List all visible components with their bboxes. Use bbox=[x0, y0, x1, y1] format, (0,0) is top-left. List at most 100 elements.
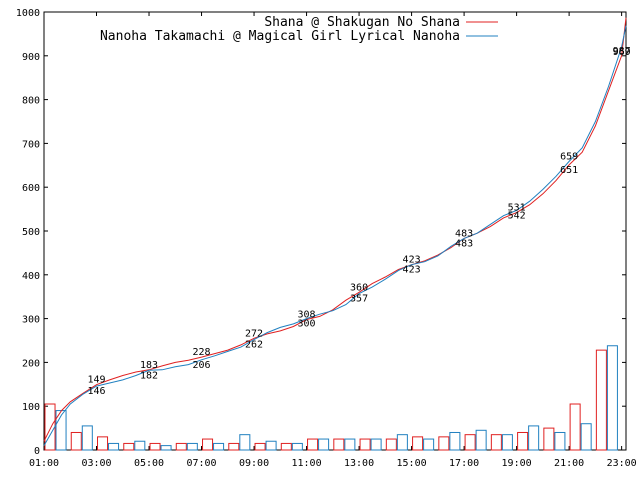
x-axis: 01:00 03:00 05:00 07:00 09:00 11:00 13:00 15:00… bbox=[29, 12, 637, 469]
bar bbox=[359, 438, 371, 451]
y-tick-label: 800 bbox=[22, 96, 40, 107]
data-label: 360 bbox=[350, 282, 368, 293]
bar bbox=[70, 431, 82, 451]
bar bbox=[123, 442, 135, 451]
bar bbox=[385, 438, 397, 451]
data-label: 149 bbox=[87, 375, 105, 386]
y-tick-label: 300 bbox=[22, 315, 40, 326]
data-label: 272 bbox=[245, 328, 263, 339]
bar bbox=[81, 425, 93, 451]
bar bbox=[175, 442, 187, 451]
data-label: 300 bbox=[298, 319, 316, 330]
bar bbox=[44, 403, 56, 451]
bar bbox=[108, 442, 120, 451]
x-tick-label: 19:00 bbox=[502, 458, 532, 469]
data-label: 987 bbox=[613, 46, 631, 57]
data-label: 531 bbox=[508, 203, 526, 214]
bar bbox=[134, 440, 146, 451]
y-axis: 0 100 200 300 400 500 600 700 800 900 1000 bbox=[16, 8, 626, 457]
bar bbox=[464, 434, 476, 451]
bar bbox=[554, 431, 566, 451]
x-tick-label: 05:00 bbox=[134, 458, 164, 469]
data-label: 423 bbox=[403, 255, 421, 266]
data-label: 483 bbox=[455, 238, 473, 249]
bar bbox=[228, 442, 240, 451]
bar bbox=[569, 403, 581, 451]
x-tick-label: 15:00 bbox=[397, 458, 427, 469]
bar bbox=[186, 442, 198, 451]
data-label: 483 bbox=[455, 228, 473, 239]
x-tick-label: 21:00 bbox=[554, 458, 584, 469]
bar bbox=[202, 438, 214, 451]
legend: Shana @ Shakugan No Shana Nanoha Takamac… bbox=[100, 15, 498, 44]
bar bbox=[265, 440, 277, 451]
bar bbox=[291, 442, 303, 451]
data-labels: 1491461831822282062722623083003603574234… bbox=[87, 46, 630, 397]
data-label: 651 bbox=[560, 165, 578, 176]
data-label: 969 bbox=[613, 47, 631, 58]
y-tick-label: 1000 bbox=[16, 8, 40, 19]
series-line-1 bbox=[43, 17, 627, 442]
data-label: 182 bbox=[140, 370, 158, 381]
bar bbox=[344, 438, 356, 451]
bar bbox=[438, 436, 450, 451]
bar bbox=[318, 438, 330, 451]
bar bbox=[606, 345, 618, 451]
bar bbox=[595, 349, 607, 451]
bar bbox=[412, 436, 424, 451]
bar bbox=[239, 434, 251, 451]
y-tick-label: 200 bbox=[22, 358, 40, 369]
bar bbox=[423, 438, 435, 451]
y-tick-label: 500 bbox=[22, 227, 40, 238]
x-tick-label: 03:00 bbox=[81, 458, 111, 469]
data-label: 146 bbox=[87, 386, 105, 397]
bar bbox=[517, 431, 529, 451]
bar bbox=[396, 434, 408, 451]
bar bbox=[580, 423, 592, 451]
bar bbox=[160, 445, 172, 451]
bar bbox=[528, 425, 540, 451]
bar bbox=[475, 429, 487, 451]
data-label: 183 bbox=[140, 360, 158, 371]
data-label: 542 bbox=[508, 210, 526, 221]
y-tick-label: 900 bbox=[22, 52, 40, 63]
bar bbox=[370, 438, 382, 451]
x-tick-label: 13:00 bbox=[344, 458, 374, 469]
x-tick-label: 23:00 bbox=[607, 458, 637, 469]
data-label: 228 bbox=[193, 347, 211, 358]
bar bbox=[213, 442, 225, 451]
x-tick-label: 11:00 bbox=[292, 458, 322, 469]
data-label: 357 bbox=[350, 294, 368, 305]
bar bbox=[254, 442, 266, 451]
x-tick-label: 17:00 bbox=[449, 458, 479, 469]
y-tick-label: 400 bbox=[22, 271, 40, 282]
x-tick-label: 01:00 bbox=[29, 458, 59, 469]
data-label: 659 bbox=[560, 151, 578, 162]
y-tick-label: 0 bbox=[34, 446, 40, 457]
y-tick-label: 600 bbox=[22, 183, 40, 194]
y-tick-label: 700 bbox=[22, 139, 40, 150]
series-line-2 bbox=[43, 25, 627, 446]
y-tick-label: 100 bbox=[22, 402, 40, 413]
x-tick-label: 09:00 bbox=[239, 458, 269, 469]
bar bbox=[501, 434, 513, 451]
bar bbox=[449, 431, 461, 451]
data-label: 423 bbox=[403, 265, 421, 276]
bar bbox=[149, 442, 161, 451]
plot-frame bbox=[43, 11, 627, 451]
bar bbox=[333, 438, 345, 451]
bar bbox=[97, 436, 109, 451]
data-label: 308 bbox=[298, 309, 316, 320]
bar bbox=[280, 442, 292, 451]
legend-label-series-1: Shana @ Shakugan No Shana bbox=[264, 15, 460, 30]
bar bbox=[543, 427, 555, 451]
bar bbox=[307, 438, 319, 451]
data-label: 262 bbox=[245, 340, 263, 351]
hourly-bars bbox=[44, 345, 618, 451]
bar bbox=[490, 434, 502, 451]
cumulative-lines bbox=[43, 17, 627, 446]
x-tick-label: 07:00 bbox=[186, 458, 216, 469]
data-label: 206 bbox=[193, 360, 211, 371]
legend-label-series-2: Nanoha Takamachi @ Magical Girl Lyrical … bbox=[100, 29, 460, 44]
